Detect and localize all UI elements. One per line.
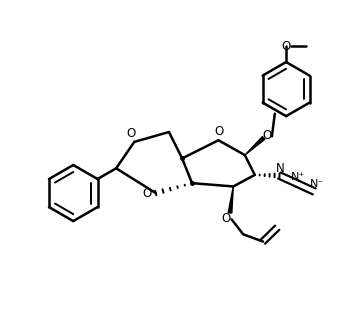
Polygon shape — [228, 186, 233, 213]
Text: N⁻: N⁻ — [310, 179, 325, 189]
Text: N⁺: N⁺ — [291, 172, 305, 182]
Text: O: O — [142, 186, 151, 200]
Text: O: O — [262, 129, 271, 142]
Text: O: O — [221, 212, 230, 225]
Text: N: N — [276, 162, 284, 175]
Text: O: O — [282, 40, 291, 53]
Text: O: O — [126, 127, 136, 140]
Polygon shape — [245, 137, 265, 155]
Text: O: O — [214, 124, 224, 138]
